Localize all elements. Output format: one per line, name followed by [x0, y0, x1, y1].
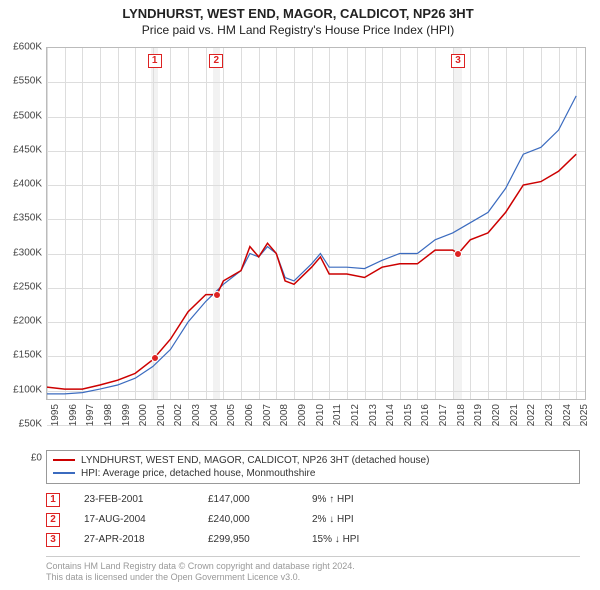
y-tick-label: £100K	[13, 384, 42, 395]
transaction-price: £299,950	[208, 534, 288, 545]
x-tick-label: 2009	[297, 404, 308, 426]
footnote-line: Contains HM Land Registry data © Crown c…	[46, 561, 580, 573]
y-tick-label: £500K	[13, 110, 42, 121]
x-tick-label: 1997	[85, 404, 96, 426]
x-tick-label: 2016	[420, 404, 431, 426]
x-tick-label: 1998	[103, 404, 114, 426]
x-tick-label: 2018	[456, 404, 467, 426]
transaction-date: 27-APR-2018	[84, 534, 184, 545]
chart-marker-dot	[213, 291, 221, 299]
x-tick-label: 2015	[403, 404, 414, 426]
x-tick-label: 2014	[385, 404, 396, 426]
x-tick-label: 2024	[562, 404, 573, 426]
chart-marker-label: 1	[148, 54, 162, 68]
transaction-date: 23-FEB-2001	[84, 494, 184, 505]
chart-lines	[47, 48, 585, 459]
x-tick-label: 2004	[209, 404, 220, 426]
chart-marker-dot	[454, 250, 462, 258]
chart-marker-label: 2	[209, 54, 223, 68]
plot-area: 1 2 3	[46, 47, 586, 400]
x-tick-label: 2005	[226, 404, 237, 426]
x-tick-label: 2000	[138, 404, 149, 426]
x-tick-label: 1995	[50, 404, 61, 426]
y-tick-label: £450K	[13, 144, 42, 155]
transaction-index: 1	[46, 493, 60, 507]
footnote: Contains HM Land Registry data © Crown c…	[46, 556, 580, 584]
y-tick-label: £200K	[13, 316, 42, 327]
x-tick-label: 2002	[173, 404, 184, 426]
transaction-index: 2	[46, 513, 60, 527]
transaction-index: 3	[46, 533, 60, 547]
chart-area: £0£50K£100K£150K£200K£250K£300K£350K£400…	[6, 43, 590, 444]
x-tick-label: 2013	[368, 404, 379, 426]
transaction-diff: 15% ↓ HPI	[312, 534, 412, 545]
x-tick-label: 2001	[156, 404, 167, 426]
y-tick-label: £250K	[13, 281, 42, 292]
chart-marker-dot	[151, 354, 159, 362]
x-tick-label: 2019	[473, 404, 484, 426]
x-tick-label: 2021	[509, 404, 520, 426]
y-tick-label: £400K	[13, 179, 42, 190]
transaction-diff: 9% ↑ HPI	[312, 494, 412, 505]
legend-swatch	[53, 459, 75, 461]
legend-item: HPI: Average price, detached house, Monm…	[53, 467, 573, 480]
y-tick-label: £350K	[13, 213, 42, 224]
series-line-price_paid	[47, 154, 576, 389]
transactions-table: 1 23-FEB-2001 £147,000 9% ↑ HPI 2 17-AUG-2004…	[46, 490, 580, 550]
legend-label: HPI: Average price, detached house, Monm…	[81, 468, 315, 479]
x-tick-label: 2022	[526, 404, 537, 426]
y-axis-labels: £0£50K£100K£150K£200K£250K£300K£350K£400…	[6, 47, 44, 400]
chart-marker-label: 3	[451, 54, 465, 68]
x-tick-label: 2010	[315, 404, 326, 426]
x-tick-label: 2017	[438, 404, 449, 426]
y-tick-label: £150K	[13, 350, 42, 361]
chart-title-address: LYNDHURST, WEST END, MAGOR, CALDICOT, NP…	[6, 6, 590, 21]
transaction-price: £240,000	[208, 514, 288, 525]
chart-subtitle: Price paid vs. HM Land Registry's House …	[6, 23, 590, 37]
footnote-line: This data is licensed under the Open Gov…	[46, 572, 580, 584]
y-tick-label: £300K	[13, 247, 42, 258]
x-tick-label: 2011	[332, 404, 343, 426]
y-tick-label: £50K	[19, 418, 42, 429]
y-tick-label: £0	[31, 453, 42, 464]
transaction-diff: 2% ↓ HPI	[312, 514, 412, 525]
transaction-row: 3 27-APR-2018 £299,950 15% ↓ HPI	[46, 530, 580, 550]
x-tick-label: 2025	[579, 404, 590, 426]
transaction-date: 17-AUG-2004	[84, 514, 184, 525]
x-tick-label: 2007	[262, 404, 273, 426]
x-tick-label: 2003	[191, 404, 202, 426]
chart-titles: LYNDHURST, WEST END, MAGOR, CALDICOT, NP…	[6, 6, 590, 37]
x-tick-label: 1996	[68, 404, 79, 426]
transaction-row: 2 17-AUG-2004 £240,000 2% ↓ HPI	[46, 510, 580, 530]
x-tick-label: 2012	[350, 404, 361, 426]
series-line-hpi	[47, 96, 576, 394]
transaction-price: £147,000	[208, 494, 288, 505]
legend-swatch	[53, 472, 75, 474]
transaction-row: 1 23-FEB-2001 £147,000 9% ↑ HPI	[46, 490, 580, 510]
x-tick-label: 1999	[121, 404, 132, 426]
x-tick-label: 2023	[544, 404, 555, 426]
y-tick-label: £550K	[13, 76, 42, 87]
x-tick-label: 2006	[244, 404, 255, 426]
x-tick-label: 2008	[279, 404, 290, 426]
x-axis-labels: 1995 1996 1997 1998 1999 2000 2001 2002 2003 2004…	[46, 402, 586, 444]
x-tick-label: 2020	[491, 404, 502, 426]
y-tick-label: £600K	[13, 42, 42, 53]
